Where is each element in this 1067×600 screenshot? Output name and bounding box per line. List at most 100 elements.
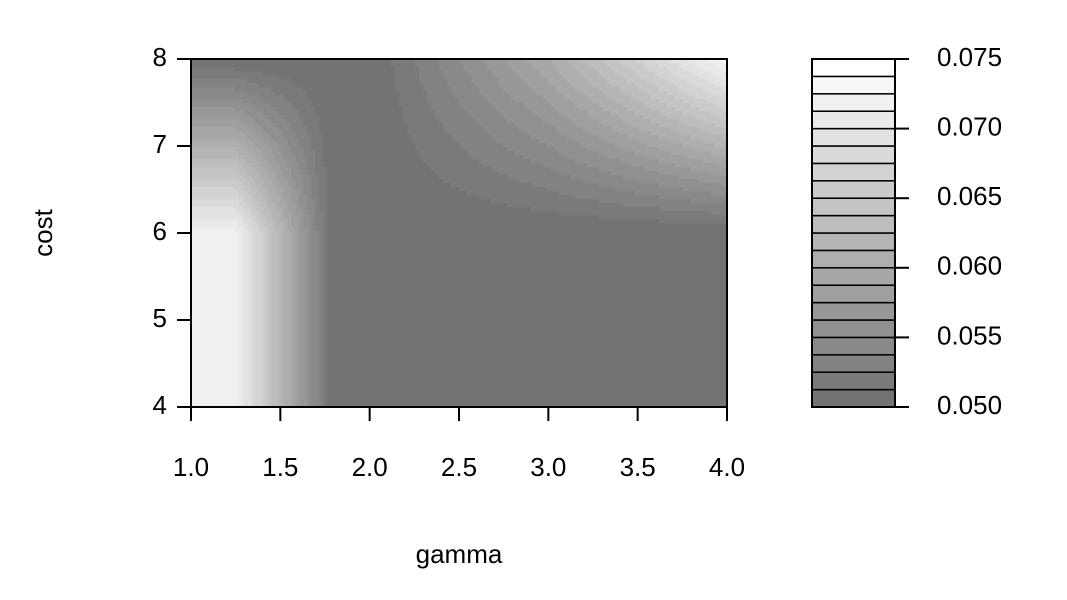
contour-cell [359,219,364,224]
contour-cell [263,251,268,256]
contour-cell [331,195,336,200]
contour-cell [359,227,364,232]
contour-cell [295,251,300,256]
contour-cell [267,107,272,112]
contour-cell [355,319,360,324]
contour-cell [387,399,392,404]
contour-cell [419,147,424,152]
contour-cell [407,307,412,312]
contour-cell [271,315,276,320]
contour-cell [327,375,332,380]
contour-cell [415,143,420,148]
contour-cell [203,199,208,204]
contour-cell [271,179,276,184]
contour-cell [243,187,248,192]
contour-cell [303,131,308,136]
contour-cell [291,291,296,296]
contour-cell [287,155,292,160]
contour-cell [335,259,340,264]
contour-cell [335,355,340,360]
contour-cell [287,327,292,332]
contour-cell [199,395,204,400]
contour-cell [243,343,248,348]
contour-cell [323,123,328,128]
contour-cell [283,199,288,204]
contour-cell [307,295,312,300]
contour-cell [279,139,284,144]
contour-cell [383,107,388,112]
contour-cell [403,283,408,288]
contour-cell [191,119,196,124]
contour-cell [311,119,316,124]
contour-cell [343,259,348,264]
contour-cell [315,279,320,284]
contour-cell [311,123,316,128]
contour-cell [227,283,232,288]
contour-cell [275,187,280,192]
contour-cell [219,135,224,140]
contour-cell [391,339,396,344]
contour-cell [307,75,312,80]
contour-cell [399,83,404,88]
contour-cell [331,375,336,380]
contour-cell [219,295,224,300]
contour-cell [403,215,408,220]
contour-cell [339,215,344,220]
contour-cell [399,355,404,360]
contour-cell [343,323,348,328]
contour-cell [275,347,280,352]
contour-cell [371,167,376,172]
contour-cell [231,223,236,228]
contour-cell [227,327,232,332]
contour-cell [191,179,196,184]
contour-cell [391,347,396,352]
contour-cell [379,307,384,312]
contour-cell [239,319,244,324]
contour-cell [379,395,384,400]
contour-cell [223,243,228,248]
contour-cell [279,303,284,308]
contour-cell [411,159,416,164]
contour-cell [191,163,196,168]
contour-cell [323,103,328,108]
contour-cell [335,267,340,272]
contour-cell [215,71,220,76]
contour-cell [311,251,316,256]
contour-cell [283,99,288,104]
contour-cell [195,283,200,288]
contour-cell [395,267,400,272]
contour-cell [403,379,408,384]
contour-cell [339,323,344,328]
contour-cell [219,279,224,284]
contour-cell [379,95,384,100]
contour-cell [215,231,220,236]
contour-cell [263,319,268,324]
contour-cell [227,359,232,364]
contour-cell [343,59,348,64]
contour-cell [359,383,364,388]
contour-cell [243,235,248,240]
contour-cell [271,295,276,300]
contour-cell [271,147,276,152]
contour-cell [411,343,416,348]
contour-cell [331,295,336,300]
contour-cell [371,83,376,88]
contour-cell [295,311,300,316]
contour-cell [279,143,284,148]
contour-cell [399,159,404,164]
contour-cell [291,163,296,168]
contour-cell [367,247,372,252]
contour-cell [275,207,280,212]
contour-cell [215,327,220,332]
contour-cell [403,311,408,316]
contour-cell [403,199,408,204]
contour-cell [263,63,268,68]
contour-cell [263,363,268,368]
contour-cell [323,139,328,144]
contour-cell [283,215,288,220]
contour-cell [311,207,316,212]
contour-cell [331,343,336,348]
contour-cell [227,395,232,400]
contour-cell [283,339,288,344]
contour-cell [379,75,384,80]
